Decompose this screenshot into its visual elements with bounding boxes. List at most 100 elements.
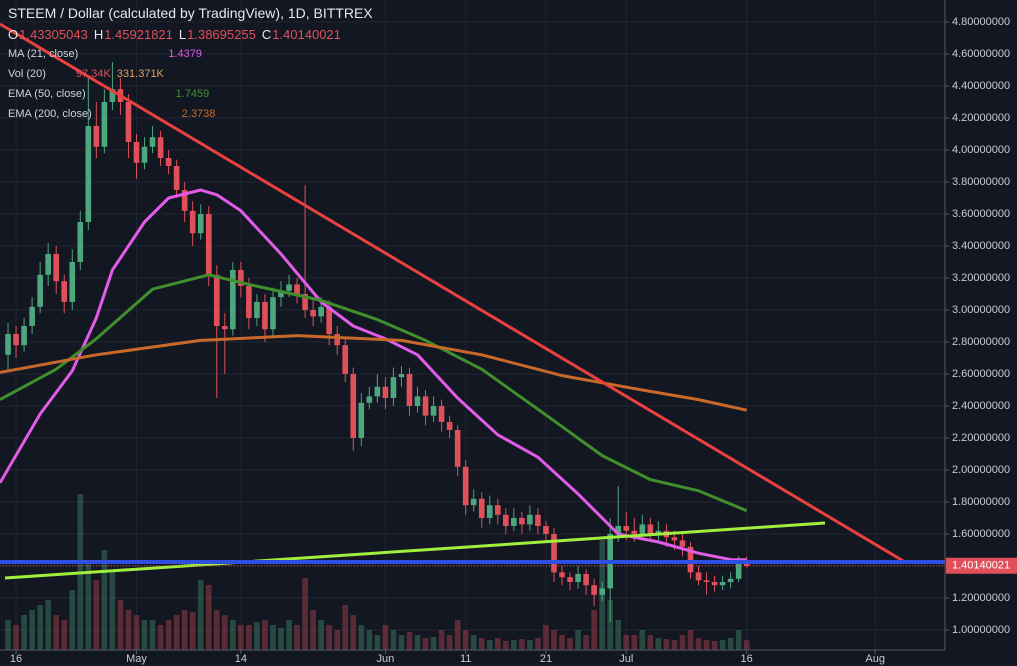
legend-name: EMA (200, close) xyxy=(8,108,92,120)
ohlc-value: 1.45921821 xyxy=(104,27,173,42)
volume-bar xyxy=(310,610,316,650)
candle-body xyxy=(478,498,485,518)
indicator-line xyxy=(0,334,748,412)
volume-bar xyxy=(157,625,164,650)
x-tick-label: 21 xyxy=(540,653,552,665)
volume-bar xyxy=(262,620,268,650)
candle-body xyxy=(85,126,92,222)
legend-row: EMA (200, close) 2.3738 xyxy=(8,108,215,120)
candle-body xyxy=(599,588,605,595)
volume-bar xyxy=(639,630,646,650)
candle-body xyxy=(13,334,19,346)
volume-bar xyxy=(205,585,212,650)
y-tick-label: 4.80000000 xyxy=(952,16,1010,28)
volume-bar xyxy=(735,630,742,650)
candle-body xyxy=(575,574,581,582)
candle-body xyxy=(454,430,461,467)
volume-bar xyxy=(173,615,180,650)
candle-body xyxy=(310,310,316,317)
candle-body xyxy=(567,577,573,582)
y-tick-label: 3.60000000 xyxy=(952,208,1010,220)
y-tick-label: 4.20000000 xyxy=(952,112,1010,124)
candle-body xyxy=(125,102,132,142)
volume-bar xyxy=(703,640,710,650)
candle-body xyxy=(197,214,204,234)
candle-body xyxy=(358,402,365,438)
ohlc-value: 1.43305043 xyxy=(19,27,88,42)
volume-bar xyxy=(511,640,517,650)
volume-bar xyxy=(647,635,654,650)
candle-body xyxy=(205,214,212,275)
volume-bar xyxy=(326,625,332,650)
candle-body xyxy=(535,514,541,526)
candle-body xyxy=(173,166,180,190)
candle-body xyxy=(414,396,421,406)
candle-body xyxy=(246,286,252,318)
volume-bar xyxy=(695,638,702,650)
candle-body xyxy=(462,466,469,506)
volume-bar xyxy=(422,638,429,650)
volume-bar xyxy=(687,630,694,650)
candle-body xyxy=(406,374,413,406)
legend-name: EMA (50, close) xyxy=(8,88,86,100)
volume-bar xyxy=(125,610,132,650)
volume-bar xyxy=(390,630,397,650)
y-tick-label: 1.20000000 xyxy=(952,592,1010,604)
volume-bar xyxy=(350,615,357,650)
candle-body xyxy=(221,326,228,330)
volume-bar xyxy=(61,620,68,650)
volume-bar xyxy=(615,620,622,650)
candle-body xyxy=(519,518,525,525)
candle-body xyxy=(278,290,284,298)
volume-bar xyxy=(101,550,108,650)
legend-value: 97.34K xyxy=(75,68,111,80)
x-tick-label: 14 xyxy=(235,653,247,665)
ohlc-letter: L xyxy=(178,27,187,42)
volume-bar xyxy=(270,625,276,650)
axes: 1.000000001.200000001.400000001.60000000… xyxy=(0,16,1017,665)
volume-bar xyxy=(93,580,100,650)
volume-bar xyxy=(478,638,485,650)
candle-body xyxy=(286,284,292,291)
volume-bar xyxy=(623,635,630,650)
volume-bar xyxy=(374,635,381,650)
candle-body xyxy=(262,302,268,330)
volume-bar xyxy=(583,635,589,650)
volume-bar xyxy=(406,632,413,650)
y-tick-label: 3.00000000 xyxy=(952,304,1010,316)
volume-bar xyxy=(486,640,493,650)
candle-body xyxy=(230,270,236,330)
volume-bar xyxy=(21,615,27,650)
candle-body xyxy=(711,582,718,586)
volume-bar xyxy=(189,612,196,650)
candle-body xyxy=(181,190,188,211)
volume-bar xyxy=(165,620,172,650)
volume-bar xyxy=(631,635,638,650)
volume-bar xyxy=(5,620,11,650)
candle-body xyxy=(213,274,220,326)
ohlc-letter: C xyxy=(261,27,272,42)
ohlc-legend: O1.43305043 H1.45921821 L1.38695255 C1.4014… xyxy=(8,27,347,42)
candle-body xyxy=(302,294,308,310)
volume-bar xyxy=(302,578,308,650)
volume-bar xyxy=(503,641,509,650)
volume-bar xyxy=(567,638,573,650)
volume-bar xyxy=(655,638,662,650)
candle-body xyxy=(342,345,349,374)
trend-line xyxy=(0,22,906,564)
volume-bar xyxy=(430,637,437,650)
volume-bar xyxy=(133,615,140,650)
legend-value: 2.3738 xyxy=(181,108,216,120)
candle-body xyxy=(37,274,43,307)
y-tick-label: 2.60000000 xyxy=(952,368,1010,380)
candle-body xyxy=(591,585,597,595)
candle-body xyxy=(511,518,517,526)
candle-body xyxy=(422,396,429,416)
ohlc-letter: H xyxy=(93,27,104,42)
candle-body xyxy=(53,254,60,282)
candle-body xyxy=(559,572,565,578)
candle-body xyxy=(326,306,332,334)
volume-bar xyxy=(519,639,525,650)
candle-body xyxy=(486,505,493,518)
volume-bar xyxy=(679,635,686,650)
